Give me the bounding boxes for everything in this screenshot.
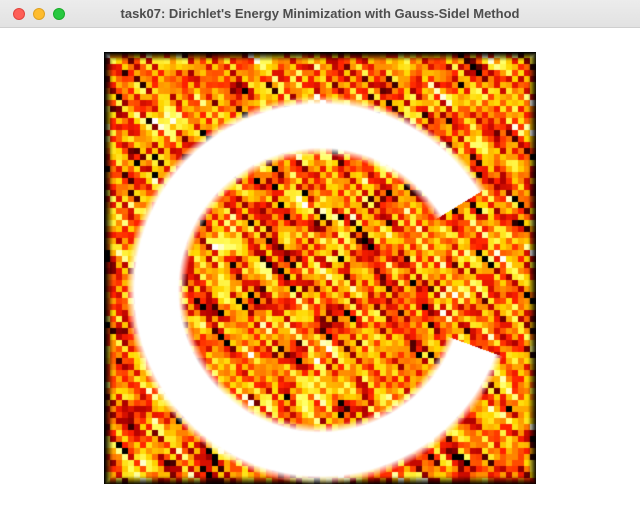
minimize-icon[interactable] bbox=[33, 8, 45, 20]
energy-heatmap-canvas[interactable] bbox=[104, 52, 536, 484]
window-title: task07: Dirichlet's Energy Minimization … bbox=[120, 6, 520, 21]
content-area bbox=[0, 28, 640, 508]
zoom-icon[interactable] bbox=[53, 8, 65, 20]
titlebar[interactable]: task07: Dirichlet's Energy Minimization … bbox=[0, 0, 640, 28]
close-icon[interactable] bbox=[13, 8, 25, 20]
energy-heatmap-frame bbox=[104, 52, 536, 484]
